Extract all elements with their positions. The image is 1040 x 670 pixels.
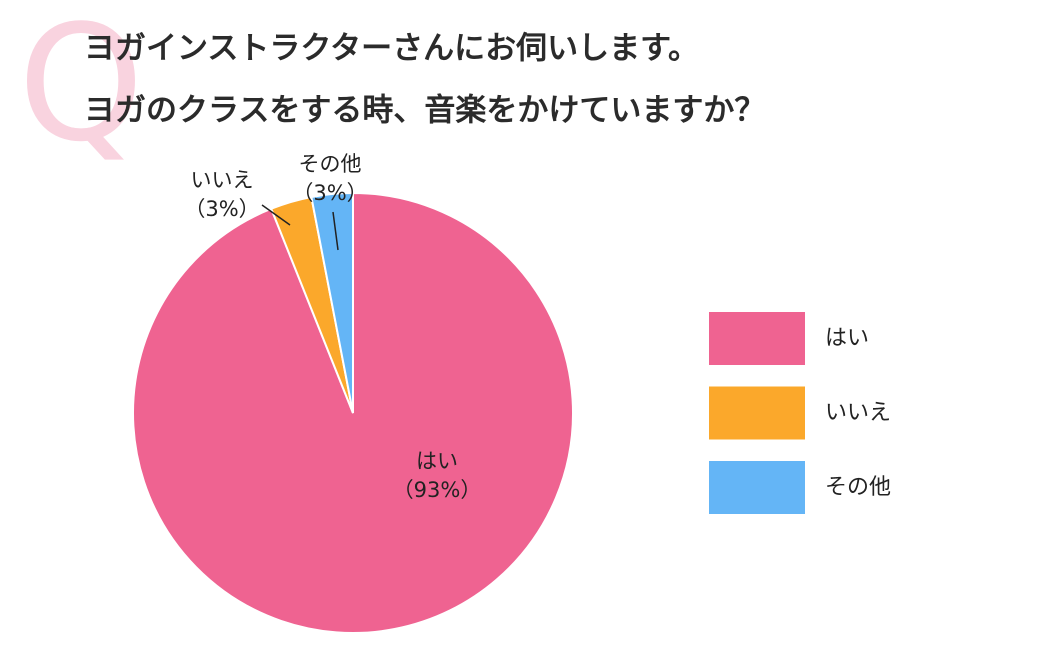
legend-label: その他 (825, 475, 891, 500)
pie-slice (310, 191, 354, 414)
legend-label: いいえ (825, 401, 891, 426)
slice-value-label: （3%） (184, 197, 259, 221)
q-badge: Q (18, 0, 144, 177)
slice-value-label: （93%） (393, 478, 482, 502)
slice-label: はい (416, 449, 458, 473)
legend-label: はい (825, 326, 869, 351)
slice-label: その他 (299, 152, 362, 176)
chart-title: ヨガインストラクターさんにお伺いします。 (84, 31, 699, 67)
legend-swatch (709, 312, 805, 365)
legend-swatch (709, 386, 805, 440)
leader-line (261, 204, 291, 226)
legend-swatch (709, 461, 805, 514)
chart-title: ヨガのクラスをする時、音楽をかけていますか？ (84, 93, 765, 129)
slice-label: いいえ (191, 168, 254, 192)
slice-value-label: （3%） (292, 181, 367, 205)
leader-line (332, 211, 339, 251)
